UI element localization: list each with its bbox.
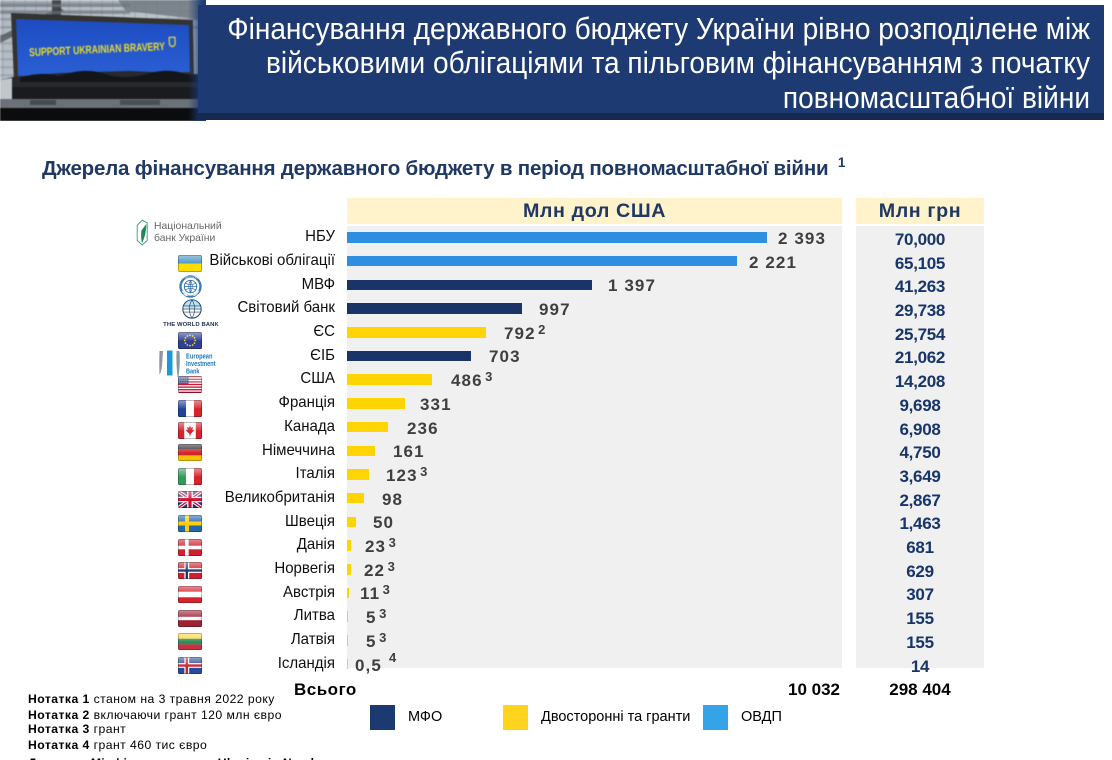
- svg-text:Bank: Bank: [186, 367, 200, 376]
- svg-text:Національний: Національний: [154, 221, 222, 232]
- svg-text:Investment: Investment: [186, 359, 216, 368]
- svg-text:THE WORLD BANK: THE WORLD BANK: [163, 322, 219, 328]
- svg-text:банк України: банк України: [154, 232, 216, 244]
- svg-text:MONETARY FUND: MONETARY FUND: [180, 294, 202, 297]
- svg-text:INTERNATIONAL: INTERNATIONAL: [181, 276, 201, 279]
- svg-text:European: European: [186, 352, 213, 361]
